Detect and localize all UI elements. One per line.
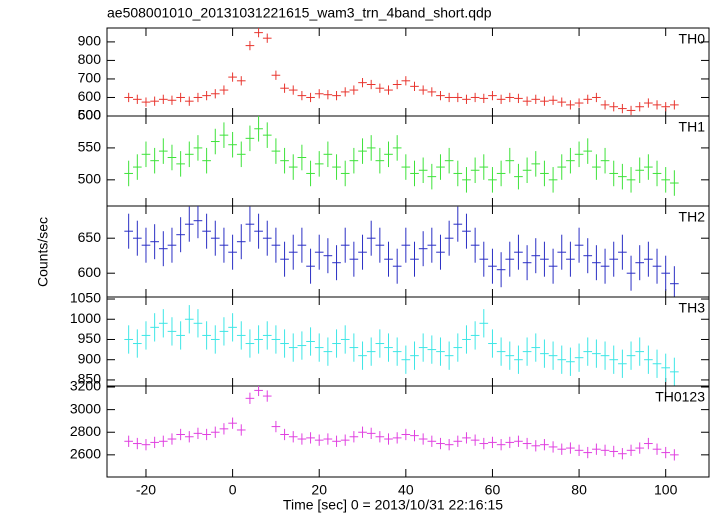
- x-tick-label: 40: [398, 482, 414, 498]
- x-tick-label: 20: [311, 482, 327, 498]
- panel-frame: [106, 115, 710, 207]
- y-tick-label: 500: [78, 171, 102, 187]
- y-tick-label: 600: [78, 264, 102, 280]
- y-tick-label: 550: [78, 139, 102, 155]
- y-tick-label: 950: [78, 330, 102, 346]
- panel-frame: [106, 385, 710, 478]
- x-tick-label: 100: [654, 482, 678, 498]
- panel-label: TH0: [679, 31, 706, 47]
- y-tick-label: 900: [78, 350, 102, 366]
- y-tick-label: 3200: [70, 378, 101, 394]
- y-tick-label: 1050: [70, 290, 101, 306]
- x-tick-label: 0: [229, 482, 237, 498]
- y-tick-label: 600: [78, 88, 102, 104]
- y-tick-label: 800: [78, 51, 102, 67]
- panel-label: TH1: [679, 119, 706, 135]
- y-tick-label: 650: [78, 229, 102, 245]
- panel-frame: [106, 205, 710, 298]
- y-tick-label: 3000: [70, 400, 101, 416]
- panel-frame: [106, 296, 710, 387]
- y-tick-label: 2800: [70, 423, 101, 439]
- y-tick-label: 700: [78, 70, 102, 86]
- panel-label: TH2: [679, 209, 706, 225]
- y-tick-label: 1000: [70, 310, 101, 326]
- x-axis-label: Time [sec] 0 = 2013/10/31 22:16:15: [283, 497, 503, 513]
- y-axis-label: Counts/sec: [35, 217, 51, 287]
- y-tick-label: 2600: [70, 446, 101, 462]
- panel-label: TH3: [679, 300, 706, 316]
- x-tick-label: 80: [571, 482, 587, 498]
- y-tick-label: 850: [78, 371, 102, 387]
- x-tick-label: -20: [136, 482, 156, 498]
- y-tick-label: 900: [78, 33, 102, 49]
- x-tick-label: 60: [485, 482, 501, 498]
- chart-title: ae508001010_20131031221615_wam3_trn_4ban…: [107, 5, 492, 21]
- panel-frame: [106, 27, 710, 117]
- y-tick-label: 500: [78, 107, 102, 123]
- y-tick-label: 600: [78, 107, 102, 123]
- panel-label: TH0123: [655, 389, 705, 405]
